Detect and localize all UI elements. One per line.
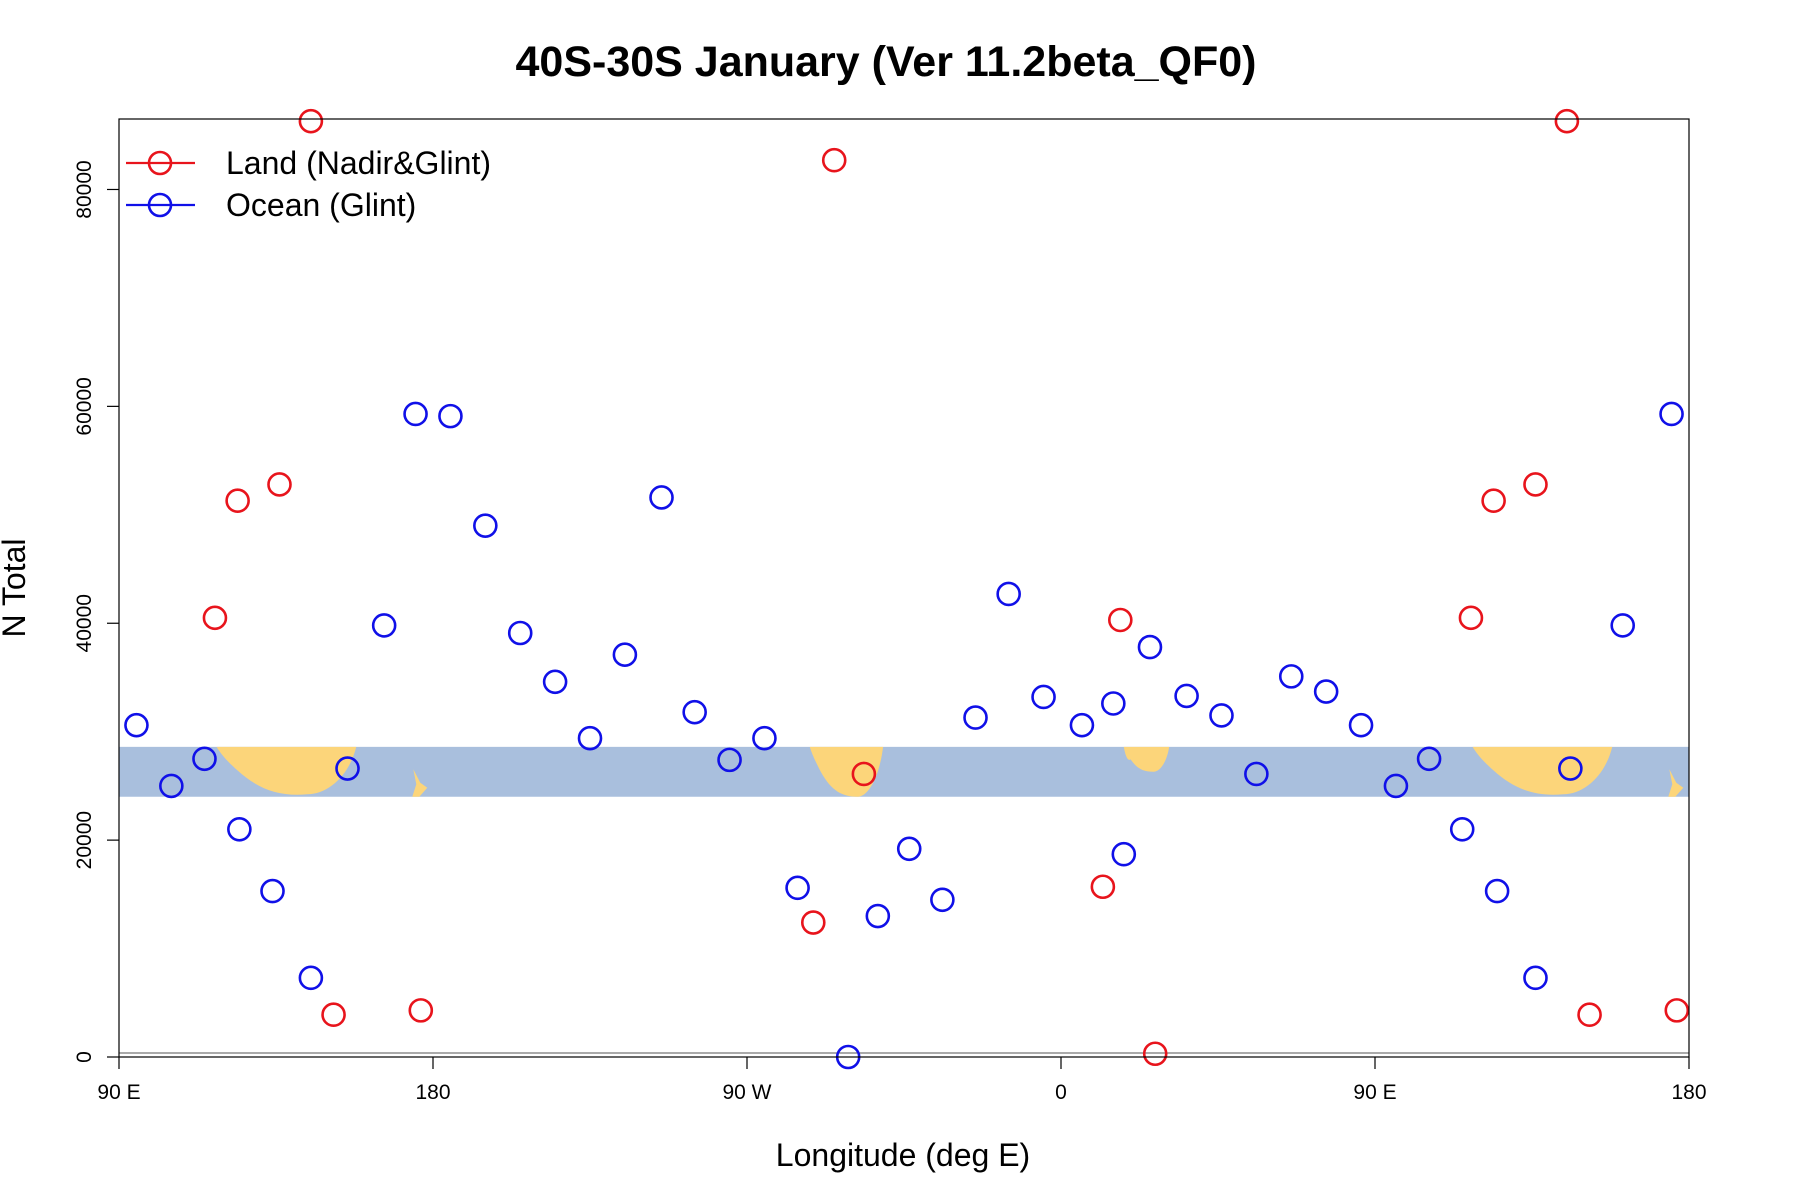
legend-label-land: Land (Nadir&Glint) [226, 145, 491, 181]
data-point-land-9 [1108, 607, 1133, 633]
x-tick-label: 90 E [97, 1081, 140, 1104]
data-point-land-13 [1481, 488, 1506, 514]
data-point-ocean-40 [1484, 878, 1510, 904]
x-tick-label: 90 W [722, 1081, 771, 1104]
data-point-ocean-24 [963, 705, 988, 730]
data-point-ocean-25 [996, 581, 1021, 607]
data-point-ocean-19 [785, 875, 810, 901]
data-point-land-0 [202, 605, 228, 631]
data-point-land-14 [1523, 472, 1548, 497]
data-point-ocean-33 [1244, 761, 1269, 787]
data-point-land-3 [298, 108, 324, 134]
series-land [202, 108, 1690, 1067]
data-point-ocean-39 [1449, 816, 1475, 842]
x-tick-label: 0 [1055, 1081, 1067, 1104]
world-map-band [119, 746, 1689, 797]
data-point-ocean-37 [1383, 773, 1409, 799]
y-tick-label: 0 [73, 1051, 96, 1063]
legend: Land (Nadir&Glint) Ocean (Glint) [126, 145, 491, 223]
data-point-ocean-22 [896, 836, 922, 862]
data-point-ocean-36 [1348, 712, 1374, 738]
x-tick-label: 90 E [1353, 1081, 1396, 1104]
data-points [124, 108, 1690, 1070]
x-axis: 90 E 180 90 W 0 90 E 180 [97, 1057, 1707, 1104]
data-point-ocean-23 [930, 887, 955, 913]
data-point-ocean-9 [438, 403, 463, 429]
data-point-land-5 [408, 998, 434, 1023]
x-axis-label: Longitude (deg E) [776, 1137, 1030, 1173]
data-point-ocean-34 [1278, 664, 1304, 689]
y-tick-label: 60000 [73, 377, 96, 435]
data-point-ocean-28 [1101, 691, 1126, 716]
y-axis-label: N Total [0, 538, 32, 637]
data-point-ocean-18 [752, 725, 777, 751]
data-point-ocean-6 [335, 756, 360, 781]
legend-item-ocean: Ocean (Glint) [126, 187, 416, 223]
data-point-ocean-7 [371, 613, 397, 638]
map-land-south-africa [1123, 746, 1170, 772]
data-point-land-4 [321, 1002, 346, 1028]
legend-label-ocean: Ocean (Glint) [226, 187, 416, 223]
data-point-ocean-35 [1313, 679, 1339, 704]
data-point-ocean-44 [1659, 401, 1684, 427]
data-point-land-15 [1554, 108, 1580, 134]
x-tick-label: 180 [1671, 1081, 1706, 1104]
data-point-ocean-16 [682, 699, 707, 725]
data-point-ocean-11 [507, 620, 533, 646]
data-point-ocean-10 [473, 513, 498, 538]
y-tick-label: 20000 [73, 811, 96, 869]
data-point-ocean-17 [717, 747, 742, 773]
data-point-ocean-32 [1209, 703, 1234, 728]
data-point-land-11 [1142, 1041, 1168, 1067]
map-land-new-zealand [1668, 769, 1684, 797]
legend-marker-land [147, 150, 173, 176]
y-axis: 0 20000 40000 60000 80000 [73, 160, 119, 1063]
data-point-land-7 [800, 910, 826, 935]
data-point-land-12 [1458, 605, 1484, 631]
data-point-ocean-0 [124, 712, 149, 738]
data-point-ocean-31 [1174, 683, 1199, 709]
data-point-land-1 [225, 488, 250, 514]
data-point-ocean-3 [227, 816, 252, 842]
data-point-ocean-30 [1137, 634, 1163, 660]
data-point-ocean-26 [1031, 684, 1056, 710]
y-tick-label: 40000 [73, 594, 96, 652]
data-point-ocean-21 [865, 903, 891, 929]
chart-title: 40S-30S January (Ver 11.2beta_QF0) [516, 38, 1257, 86]
series-ocean [124, 401, 1684, 1070]
map-ocean-band [119, 746, 1689, 797]
data-point-ocean-41 [1523, 965, 1548, 991]
data-point-ocean-8 [403, 401, 428, 427]
data-point-ocean-14 [612, 642, 638, 667]
data-point-land-16 [1577, 1002, 1602, 1028]
data-point-ocean-15 [649, 485, 674, 510]
data-point-ocean-27 [1069, 712, 1095, 738]
data-point-land-2 [267, 472, 292, 497]
x-tick-label: 180 [415, 1081, 450, 1104]
data-point-ocean-1 [159, 773, 184, 799]
data-point-ocean-13 [577, 725, 603, 751]
data-point-ocean-4 [260, 878, 285, 904]
plot-frame [118, 118, 1690, 1058]
data-point-ocean-42 [1558, 756, 1583, 781]
data-point-land-17 [1664, 998, 1690, 1023]
data-point-ocean-38 [1416, 746, 1442, 772]
data-point-ocean-2 [192, 746, 217, 772]
data-point-ocean-5 [298, 965, 324, 991]
data-point-ocean-12 [542, 669, 568, 695]
data-point-land-10 [1090, 874, 1116, 900]
data-point-ocean-29 [1111, 841, 1137, 867]
data-point-land-8 [851, 761, 877, 787]
data-point-land-6 [821, 147, 847, 173]
map-land-australia-left [216, 746, 357, 795]
y-tick-label: 80000 [73, 160, 96, 218]
map-land-new-zealand [412, 769, 428, 797]
data-point-ocean-43 [1610, 613, 1636, 638]
legend-item-land: Land (Nadir&Glint) [126, 145, 491, 181]
legend-marker-ocean [147, 192, 173, 218]
